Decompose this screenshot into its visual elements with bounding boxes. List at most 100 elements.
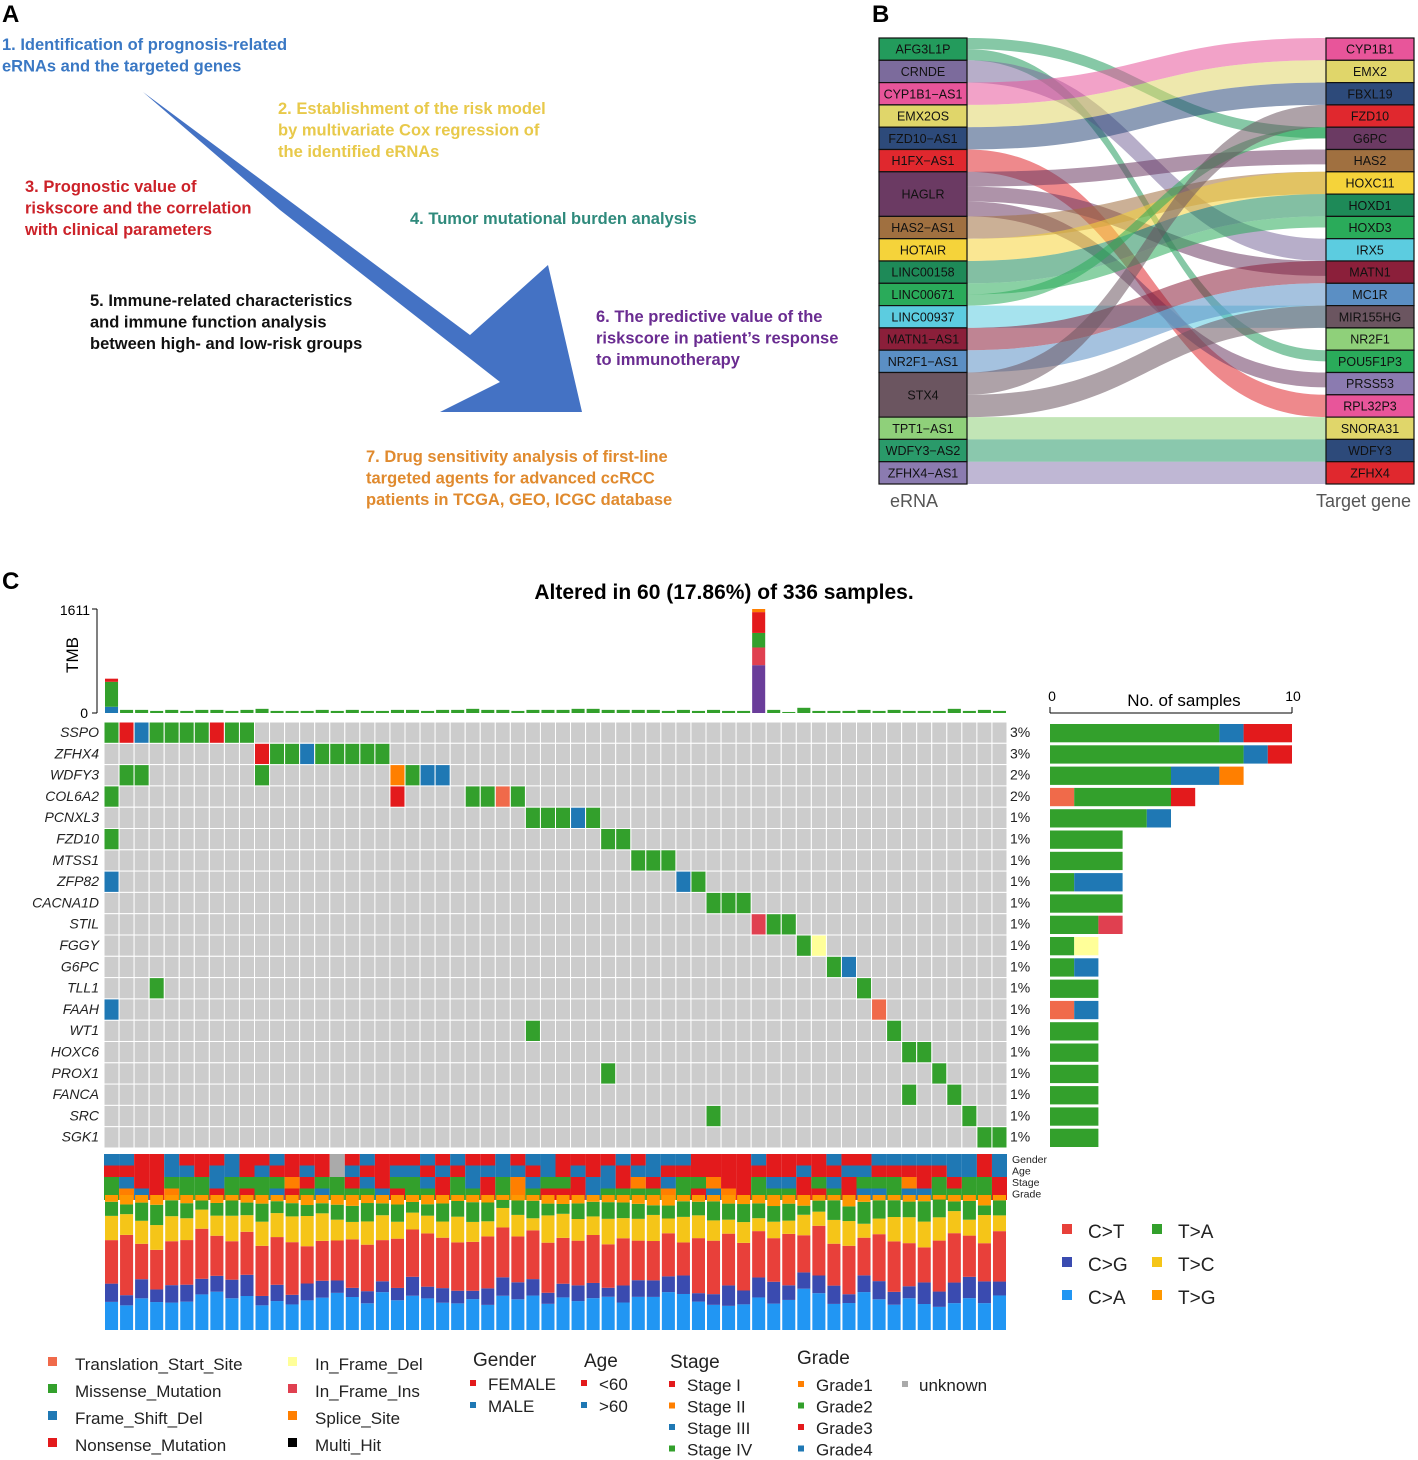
oncoplot-cell-empty: [329, 1083, 346, 1106]
oncoplot-cell-empty: [856, 870, 873, 893]
oncoplot-cell-mutation: [720, 891, 737, 915]
tmb-bar: [180, 710, 194, 713]
erna-node-label: HAS2−AS1: [891, 221, 955, 235]
titv-bar-segment: [601, 1195, 615, 1203]
panel-c-label: C: [2, 568, 19, 595]
oncoplot-cell-empty: [555, 721, 572, 744]
titv-bar-segment: [511, 1195, 525, 1201]
titv-bar-segment: [541, 1215, 555, 1243]
clinical-annotation-cell: [254, 1177, 270, 1189]
oncoplot-cell-empty: [389, 977, 406, 1000]
clinical-annotation-cell: [675, 1165, 691, 1177]
clinical-annotation-cell: [239, 1188, 255, 1200]
oncoplot-cell-empty: [645, 828, 662, 851]
oncoplot-cell-empty: [193, 1126, 210, 1149]
titv-bar-segment: [947, 1282, 961, 1304]
titv-bar-segment: [616, 1202, 630, 1219]
gene-percent-label: 1%: [1010, 852, 1030, 868]
oncoplot-cell-empty: [991, 891, 1008, 915]
oncoplot-cell-empty: [389, 891, 406, 915]
oncoplot-cell-empty: [494, 1083, 511, 1106]
oncoplot-cell-empty: [389, 1104, 406, 1128]
oncoplot-cell-empty: [329, 764, 346, 787]
oncoplot-cell-empty: [840, 913, 858, 936]
titv-bar-segment: [210, 1235, 224, 1276]
oncoplot-cell-empty: [916, 934, 933, 957]
gene-count-bar-segment: [1243, 724, 1292, 743]
oncoplot-cell-empty: [404, 891, 421, 915]
tmb-bar: [586, 708, 600, 713]
oncoplot-cell-empty: [931, 934, 948, 957]
oncoplot-cell-empty: [344, 998, 361, 1021]
tmb-bar: [481, 709, 495, 713]
titv-bar-segment: [827, 1303, 841, 1330]
titv-bar-segment: [737, 1222, 751, 1243]
oncoplot-cell-empty: [193, 1062, 210, 1085]
titv-bar-segment: [932, 1291, 946, 1307]
titv-bar-segment: [360, 1195, 374, 1204]
tmb-bar: [375, 710, 389, 713]
oncoplot-cell-empty: [434, 806, 451, 830]
clinical-annotation-cell: [314, 1177, 330, 1189]
titv-bar-segment: [691, 1215, 705, 1239]
variant-legend-label: Nonsense_Mutation: [75, 1436, 226, 1455]
clinical-annotation-cell: [615, 1165, 631, 1177]
oncoplot-cell-empty: [840, 1062, 858, 1085]
oncoplot-cell-empty: [645, 977, 662, 1000]
oncoplot-cell-empty: [946, 1062, 963, 1085]
titv-bar-segment: [345, 1221, 359, 1240]
oncoplot-cell-empty: [254, 1104, 271, 1128]
oncoplot-cell-empty: [931, 998, 948, 1021]
clinical-annotation-cell: [209, 1165, 225, 1177]
oncoplot-cell-empty: [539, 1126, 557, 1149]
oncoplot-cell-empty: [645, 1019, 662, 1043]
oncoplot-cell-empty: [524, 998, 541, 1021]
clinical-annotation-cell: [149, 1154, 165, 1166]
tmb-bar: [315, 709, 329, 713]
titv-bar-segment: [616, 1218, 630, 1239]
clinical-annotation-cell: [781, 1188, 797, 1200]
titv-bar-segment: [932, 1240, 946, 1292]
clinical-annotation-cell: [961, 1188, 977, 1200]
titv-bar-segment: [406, 1201, 420, 1213]
clinical-annotation-cell: [901, 1165, 917, 1177]
oncoplot-cell-empty: [494, 934, 511, 957]
clinical-annotation-cell: [134, 1154, 150, 1166]
titv-bar-segment: [932, 1195, 946, 1200]
clinical-annotation-cell: [525, 1165, 541, 1177]
oncoplot-cell-empty: [524, 764, 541, 787]
oncoplot-cell-mutation: [178, 721, 195, 744]
oncoplot-cell-empty: [284, 764, 301, 787]
oncoplot-cell-empty: [148, 764, 165, 787]
titv-bar-segment: [767, 1238, 781, 1282]
oncoplot-cell-empty: [750, 955, 767, 979]
gene-label: G6PC: [61, 958, 100, 974]
oncoplot-cell-empty: [570, 1041, 587, 1064]
oncoplot-cell-empty: [359, 828, 376, 851]
oncoplot-cell-empty: [630, 870, 647, 893]
oncoplot-cell-empty: [570, 955, 587, 979]
oncoplot-cell-empty: [976, 785, 993, 808]
oncoplot-cell-empty: [539, 1019, 557, 1043]
oncoplot-cell-empty: [178, 785, 195, 808]
titv-bar-segment: [676, 1195, 690, 1202]
oncoplot-cell-empty: [389, 1019, 406, 1043]
oncoplot-cell-empty: [735, 742, 752, 766]
target-gene-node-label: IRX5: [1356, 243, 1384, 257]
oncoplot-cell-empty: [118, 785, 135, 808]
gene-count-bar-segment: [1171, 787, 1196, 807]
oncoplot-cell-empty: [901, 934, 918, 957]
oncoplot-cell-empty: [886, 870, 903, 893]
oncoplot-cell-empty: [630, 806, 647, 830]
oncoplot-cell-empty: [931, 764, 948, 787]
oncoplot-cell-mutation: [901, 1083, 918, 1106]
titv-bar-segment: [752, 1231, 766, 1278]
oncoplot-cell-empty: [916, 764, 933, 787]
clinical-annotation-cell: [675, 1177, 691, 1189]
variant-legend-swatch: [288, 1357, 297, 1366]
oncoplot-cell-empty: [750, 891, 767, 915]
clinical-annotation-cell: [751, 1177, 767, 1189]
oncoplot-cell-empty: [494, 891, 511, 915]
oncoplot-cell-empty: [795, 1041, 812, 1064]
oncoplot-cell-empty: [374, 721, 391, 744]
